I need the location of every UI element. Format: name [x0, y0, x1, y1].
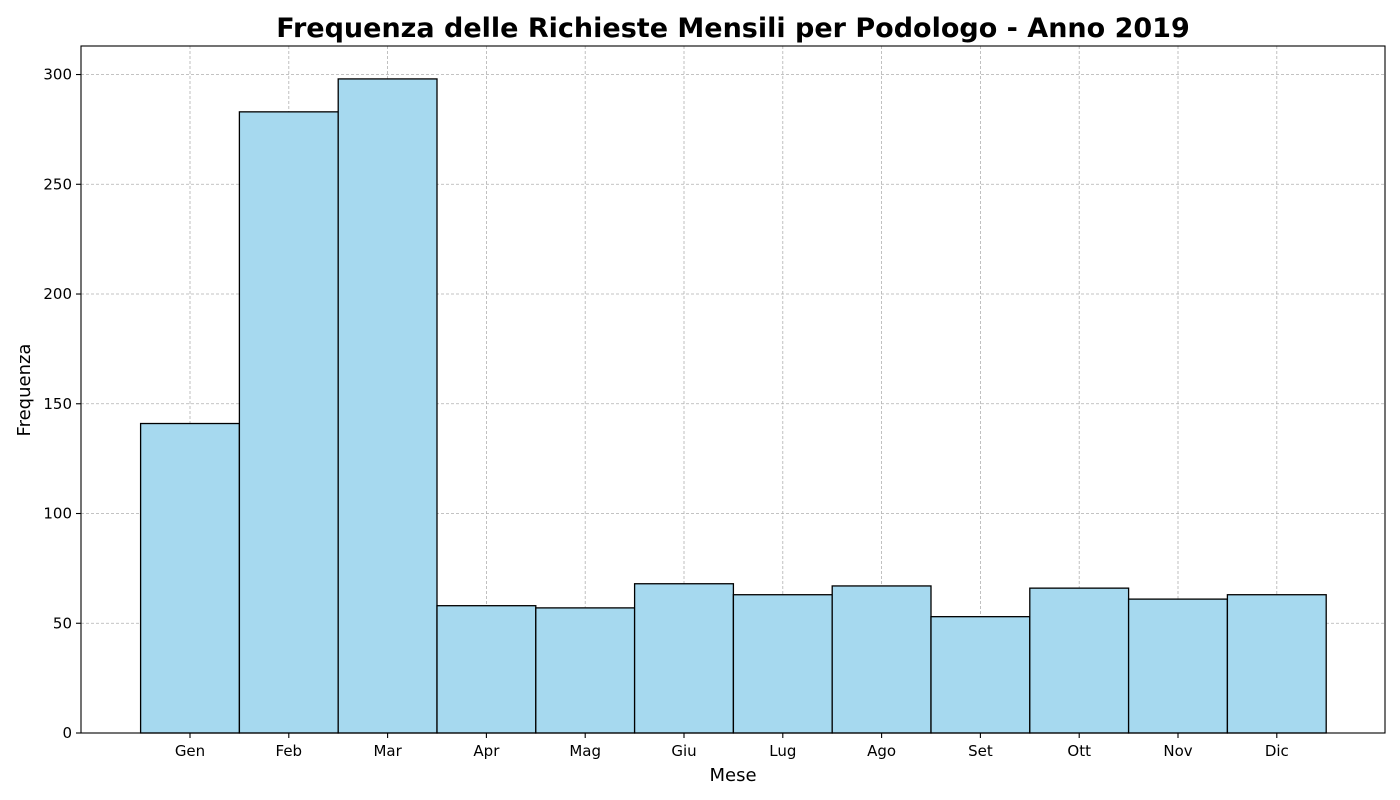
- bar-set: [930, 616, 1031, 734]
- bars: [139, 78, 1327, 734]
- x-tick-label: Giu: [671, 742, 696, 760]
- bar-ott: [1029, 587, 1130, 734]
- x-tick-label: Apr: [473, 742, 500, 760]
- chart-title: Frequenza delle Richieste Mensili per Po…: [276, 13, 1189, 44]
- x-tick-label: Nov: [1163, 742, 1192, 760]
- x-tick-label: Gen: [175, 742, 205, 760]
- y-tick-label: 100: [43, 505, 72, 523]
- x-tick-label: Feb: [276, 742, 303, 760]
- x-axis-label: Mese: [709, 765, 756, 786]
- x-tick-label: Mag: [569, 742, 601, 760]
- y-tick-label: 150: [43, 395, 72, 413]
- x-tick-label: Ott: [1067, 742, 1091, 760]
- bar-apr: [436, 605, 537, 734]
- y-tick-label: 200: [43, 285, 72, 303]
- y-tick-label: 50: [53, 614, 72, 632]
- x-tick-label: Mar: [373, 742, 402, 760]
- bar-mag: [535, 607, 636, 734]
- y-tick-label: 0: [62, 724, 72, 742]
- y-axis-label: Frequenza: [14, 344, 35, 437]
- bar-dic: [1226, 594, 1327, 734]
- x-tick-label: Lug: [769, 742, 796, 760]
- x-tick-label: Dic: [1265, 742, 1289, 760]
- bar-ago: [831, 585, 932, 734]
- bar-feb: [238, 111, 339, 734]
- y-tick-label: 250: [43, 175, 72, 193]
- y-tick-label: 300: [43, 66, 72, 84]
- plot-frame: [80, 45, 1386, 734]
- bar-mar: [337, 78, 438, 734]
- bar-lug: [732, 594, 833, 734]
- bar-nov: [1127, 598, 1229, 734]
- bar-giu: [633, 583, 735, 734]
- bar-gen: [139, 422, 241, 734]
- x-tick-label: Set: [968, 742, 993, 760]
- x-tick-label: Ago: [867, 742, 896, 760]
- axis-ticks: 0 50 100 150 200 250 300 Gen Feb Mar Apr Mag Giu Lug A…: [43, 66, 1288, 760]
